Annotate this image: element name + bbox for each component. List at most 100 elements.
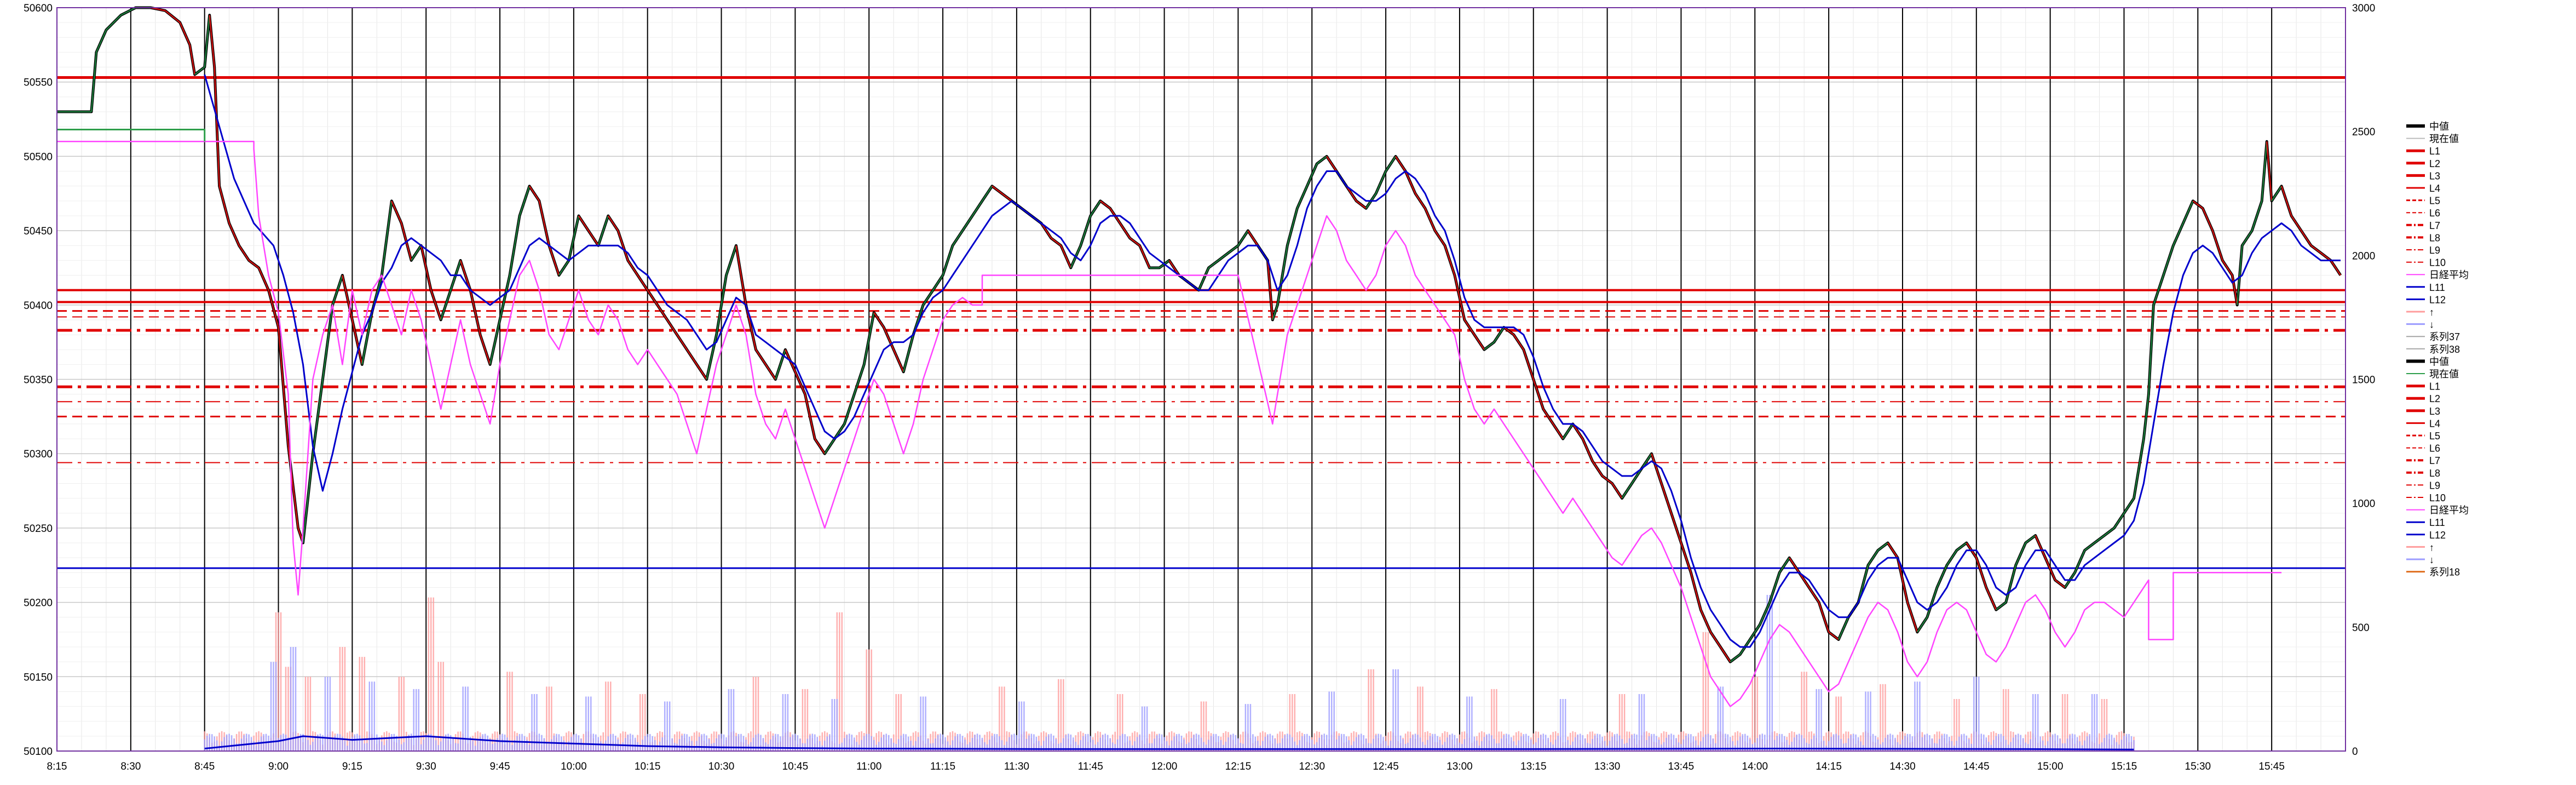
price-segment (2182, 200, 2194, 224)
price-segment (489, 319, 501, 365)
price-segment (1690, 572, 1702, 610)
price-segment (1434, 230, 1446, 246)
price-segment (1424, 208, 1436, 231)
x-tick-label: 11:45 (1078, 761, 1103, 772)
price-segment (1356, 200, 1367, 209)
legend-label: L9 (2429, 480, 2440, 491)
legend-label: ↑ (2429, 307, 2434, 318)
price-segment (1208, 260, 1219, 268)
legend-label: L11 (2429, 517, 2445, 528)
price-segment (607, 215, 619, 231)
price-segment (2301, 230, 2312, 246)
x-tick-label: 11:15 (930, 761, 955, 772)
price-segment (120, 7, 136, 16)
price-segment (1306, 163, 1318, 187)
price-segment (1818, 602, 1830, 633)
price-segment (883, 327, 895, 350)
price-segment (1956, 542, 1967, 551)
plot-border (56, 7, 2346, 752)
price-segment (1267, 260, 1273, 320)
price-segment (1621, 483, 1633, 499)
price-segment (2035, 535, 2046, 558)
x-tick-label: 13:00 (1447, 761, 1473, 772)
legend-label: ↓ (2429, 319, 2434, 330)
legend-label: L1 (2429, 146, 2440, 157)
price-segment (459, 260, 471, 291)
price-segment (1099, 200, 1111, 209)
price-segment (1237, 230, 1249, 246)
x-tick-label: 14:45 (1963, 761, 1990, 772)
price-segment (656, 305, 668, 320)
y-right-tick-label: 2000 (2352, 250, 2375, 262)
x-tick-label: 15:00 (2037, 761, 2064, 772)
legend-label: L12 (2429, 294, 2446, 305)
price-segment (1789, 557, 1800, 574)
price-segment (637, 274, 648, 291)
legend-label: L10 (2429, 492, 2446, 503)
price-segment (1552, 423, 1564, 439)
price-segment (578, 215, 589, 231)
price-segment (2212, 230, 2223, 261)
price-segment (2113, 513, 2125, 529)
legend-label: 日経平均 (2429, 505, 2469, 516)
price-segment (765, 364, 776, 380)
y-right-tick-label: 1500 (2352, 375, 2375, 386)
price-segment (1985, 587, 1997, 610)
price-segment (164, 10, 181, 24)
price-segment (981, 185, 993, 202)
price-segment (775, 349, 786, 380)
price-segment (420, 245, 432, 290)
price-segment (1572, 423, 1583, 439)
price-segment (2133, 468, 2140, 498)
price-segment (961, 215, 973, 231)
price-segment (568, 215, 580, 261)
price-segment (2172, 223, 2184, 246)
volume-down-bars (204, 595, 2135, 751)
y-left-tick-label: 50400 (24, 300, 53, 312)
price-segment (1680, 542, 1692, 573)
price-segment (1287, 208, 1298, 246)
y-right-tick-label: 2500 (2352, 127, 2375, 138)
x-tick-label: 9:30 (416, 761, 436, 772)
price-segment (1395, 156, 1407, 172)
price-segment (1532, 379, 1544, 410)
x-tick-label: 12:15 (1225, 761, 1252, 772)
price-segment (2192, 200, 2204, 209)
price-segment (1316, 156, 1327, 164)
price-segment (1523, 349, 1534, 380)
price-segment (2271, 185, 2283, 202)
price-segment (1346, 185, 1357, 202)
legend-label: L2 (2429, 393, 2440, 404)
price-segment (2163, 245, 2174, 276)
legend-label: 中値 (2429, 121, 2449, 132)
price-segment (587, 230, 599, 246)
price-segment (1493, 326, 1505, 343)
price-segment (1759, 602, 1771, 625)
price-segment (2222, 260, 2233, 276)
legend-label: ↓ (2429, 554, 2434, 565)
price-segment (1513, 334, 1524, 350)
price-segment (322, 305, 333, 380)
price-segment (1936, 565, 1948, 588)
price-segment (2148, 305, 2154, 394)
price-segment (1119, 222, 1131, 239)
legend-label: L5 (2429, 196, 2440, 207)
price-segment (1651, 453, 1662, 484)
y-right-tick-label: 3000 (2352, 3, 2375, 14)
legend-label: L6 (2429, 208, 2440, 219)
price-segment (1916, 617, 1928, 633)
y-left-tick-label: 50250 (24, 523, 53, 535)
legend-label: 系列38 (2429, 344, 2460, 355)
price-segment (1730, 654, 1741, 663)
price-segment (1837, 617, 1849, 640)
price-segment (342, 275, 353, 320)
price-segment (1661, 483, 1672, 514)
price-segment (794, 371, 806, 395)
price-segment (1218, 252, 1229, 261)
x-tick-label: 8:30 (120, 761, 141, 772)
price-segment (302, 454, 314, 543)
price-segment (627, 260, 638, 276)
price-segment (1168, 260, 1180, 276)
x-tick-label: 14:15 (1816, 761, 1842, 772)
